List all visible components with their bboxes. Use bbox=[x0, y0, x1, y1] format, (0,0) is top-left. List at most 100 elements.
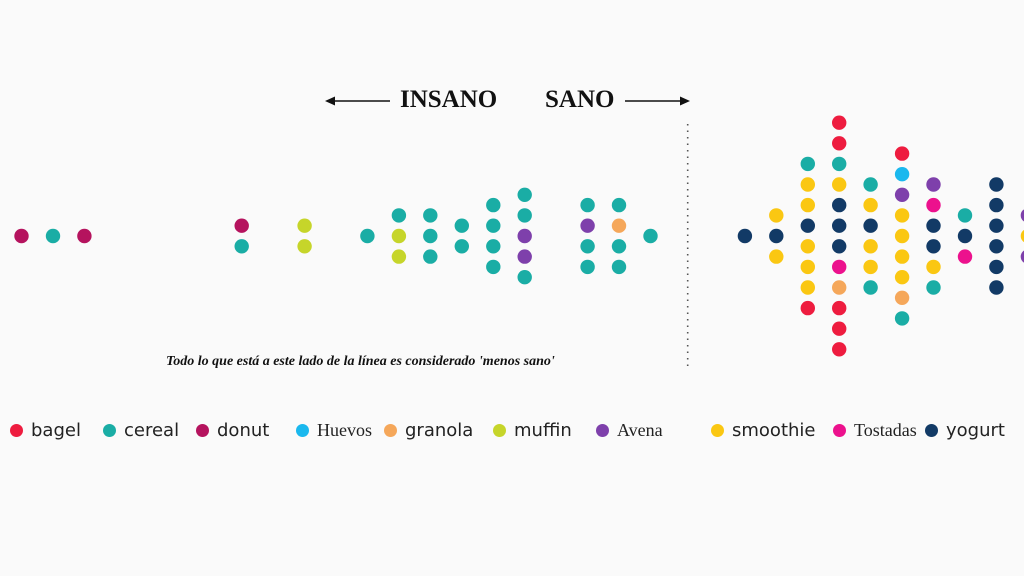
dot-yogurt bbox=[863, 218, 878, 233]
dot-yogurt bbox=[989, 197, 1004, 213]
divider-note: Todo lo que está a este lado de la línea… bbox=[166, 354, 555, 369]
dot-cereal bbox=[926, 280, 941, 295]
dot-yogurt bbox=[989, 259, 1004, 275]
dot-avena bbox=[1020, 250, 1024, 263]
dot-smoothie bbox=[1020, 229, 1024, 243]
dot-tostadas bbox=[832, 259, 847, 275]
dot-smoothie bbox=[800, 259, 815, 275]
legend-label: yogurt bbox=[946, 420, 1005, 441]
legend-dot bbox=[711, 424, 724, 437]
dots-group bbox=[14, 115, 1024, 357]
dot-yogurt bbox=[832, 218, 847, 233]
dot-yogurt bbox=[926, 218, 941, 233]
dot-tostadas bbox=[926, 197, 941, 213]
dot-smoothie bbox=[769, 249, 784, 264]
legend-item-smoothie: smoothie bbox=[711, 420, 815, 441]
dot-avena bbox=[517, 249, 532, 264]
dot-cereal bbox=[486, 239, 501, 254]
legend-item-muffin: muffin bbox=[493, 420, 572, 441]
dot-yogurt bbox=[957, 228, 973, 244]
legend-item-bagel: bagel bbox=[10, 420, 81, 441]
right-arrow-head bbox=[680, 96, 690, 106]
direction-arrows bbox=[325, 96, 690, 106]
dot-cereal bbox=[863, 280, 878, 295]
dot-yogurt bbox=[989, 239, 1004, 254]
dot-yogurt bbox=[989, 177, 1004, 192]
left-arrow-head bbox=[325, 96, 335, 106]
dot-cereal bbox=[894, 311, 910, 326]
dot-bagel bbox=[832, 115, 847, 130]
dot-yogurt bbox=[989, 280, 1004, 295]
dot-yogurt bbox=[769, 228, 784, 244]
legend-dot bbox=[296, 424, 309, 437]
legend-dot bbox=[196, 424, 209, 437]
dot-cereal bbox=[580, 239, 595, 254]
dot-cereal bbox=[423, 208, 438, 223]
dot-smoothie bbox=[800, 177, 815, 192]
dot-yogurt bbox=[989, 218, 1004, 233]
legend-label: Tostadas bbox=[854, 420, 917, 440]
dot-cereal bbox=[423, 249, 438, 264]
dot-cereal bbox=[832, 156, 847, 172]
legend-dot bbox=[10, 424, 23, 437]
dot-cereal bbox=[517, 187, 532, 202]
dot-cereal bbox=[486, 197, 501, 213]
legend-item-cereal: cereal bbox=[103, 420, 179, 441]
dot-cereal bbox=[611, 259, 627, 275]
dot-donut bbox=[14, 228, 29, 244]
dot-smoothie bbox=[863, 239, 878, 254]
legend-label: smoothie bbox=[732, 420, 816, 441]
sano-label: SANO bbox=[545, 86, 615, 113]
legend-label: Avena bbox=[617, 420, 663, 440]
dot-cereal bbox=[45, 228, 61, 244]
dot-avena bbox=[580, 218, 595, 233]
dot-avena bbox=[926, 177, 941, 192]
legend-item-granola: granola bbox=[384, 420, 473, 441]
dot-smoothie bbox=[800, 239, 815, 254]
dot-cereal bbox=[957, 208, 973, 223]
dot-donut bbox=[234, 218, 249, 233]
dot-cereal bbox=[486, 218, 501, 233]
legend-label: Huevos bbox=[317, 420, 372, 440]
legend-label: cereal bbox=[124, 420, 180, 441]
dot-smoothie bbox=[894, 228, 910, 244]
legend-dot bbox=[596, 424, 609, 437]
dot-smoothie bbox=[769, 208, 784, 223]
dot-avena bbox=[517, 228, 532, 244]
legend-label: muffin bbox=[514, 420, 572, 441]
legend-dot bbox=[103, 424, 116, 437]
dot-cereal bbox=[517, 270, 532, 285]
dot-smoothie bbox=[863, 197, 878, 213]
dot-bagel bbox=[800, 300, 815, 316]
dot-bagel bbox=[832, 136, 847, 151]
legend-dot bbox=[384, 424, 397, 437]
dot-cereal bbox=[800, 156, 815, 172]
dot-cereal bbox=[454, 218, 469, 233]
legend-item-tostadas: Tostadas bbox=[833, 420, 917, 441]
dot-smoothie bbox=[926, 259, 941, 275]
dot-muffin bbox=[391, 249, 407, 264]
dot-cereal bbox=[580, 197, 595, 213]
dot-cereal bbox=[423, 228, 438, 244]
dot-yogurt bbox=[800, 218, 815, 233]
dot-smoothie bbox=[800, 280, 815, 295]
legend-item-avena: Avena bbox=[596, 420, 663, 441]
dot-granola bbox=[832, 280, 847, 295]
legend-dot bbox=[925, 424, 938, 437]
dot-cereal bbox=[517, 208, 532, 223]
dot-bagel bbox=[832, 300, 847, 316]
dot-yogurt bbox=[737, 228, 753, 244]
legend-item-donut: donut bbox=[196, 420, 269, 441]
dot-smoothie bbox=[894, 249, 910, 264]
dot-bagel bbox=[894, 146, 910, 161]
dot-bagel bbox=[832, 321, 847, 336]
dot-muffin bbox=[297, 218, 312, 233]
legend-label: donut bbox=[217, 420, 270, 441]
dot-cereal bbox=[360, 228, 375, 244]
dot-cereal bbox=[486, 259, 501, 275]
dot-cereal bbox=[863, 177, 878, 192]
dot-cereal bbox=[454, 239, 469, 254]
dot-muffin bbox=[297, 239, 312, 254]
dot-yogurt bbox=[926, 239, 941, 254]
dot-avena bbox=[894, 187, 910, 202]
